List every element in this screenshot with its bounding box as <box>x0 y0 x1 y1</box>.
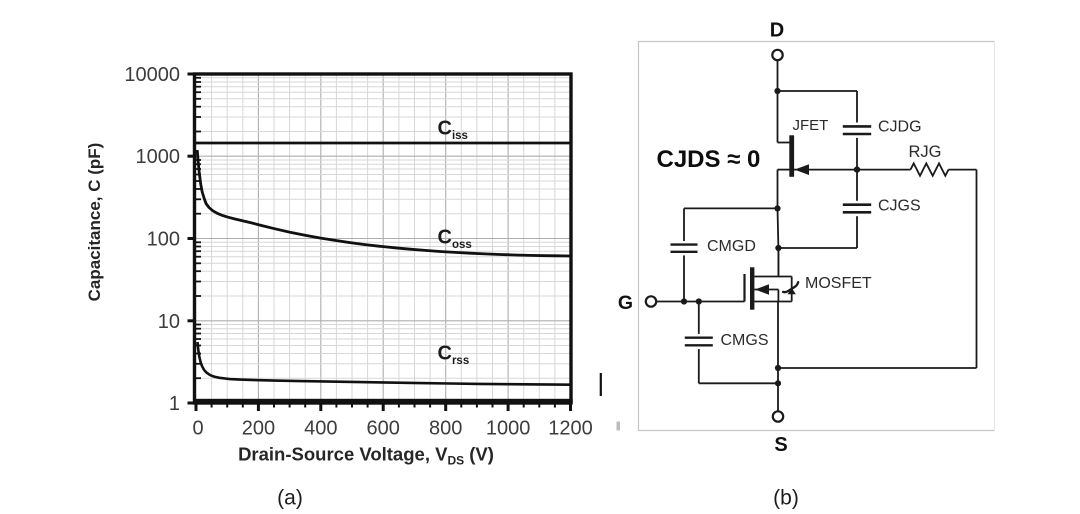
svg-text:(a): (a) <box>277 487 303 510</box>
svg-text:CJDS ≈ 0: CJDS ≈ 0 <box>657 146 761 173</box>
svg-text:MOSFET: MOSFET <box>805 275 872 292</box>
svg-text:CMGS: CMGS <box>721 332 769 349</box>
svg-text:600: 600 <box>367 418 400 440</box>
svg-text:RJG: RJG <box>909 143 942 161</box>
svg-text:S: S <box>774 434 787 456</box>
svg-text:1000: 1000 <box>486 418 531 440</box>
svg-text:100: 100 <box>147 229 180 251</box>
svg-text:Capacitance, C (pF): Capacitance, C (pF) <box>85 143 104 302</box>
svg-text:1: 1 <box>169 393 180 415</box>
svg-text:CMGD: CMGD <box>707 238 756 255</box>
svg-text:1200: 1200 <box>548 418 593 440</box>
svg-text:JFET: JFET <box>793 117 829 134</box>
svg-text:1000: 1000 <box>136 146 181 168</box>
svg-text:CJGS: CJGS <box>878 198 921 215</box>
svg-text:CJDG: CJDG <box>878 119 922 136</box>
svg-text:0: 0 <box>192 418 203 440</box>
svg-text:10: 10 <box>158 311 180 333</box>
svg-text:(b): (b) <box>773 487 799 510</box>
svg-text:800: 800 <box>429 418 462 440</box>
svg-text:200: 200 <box>242 418 275 440</box>
svg-text:400: 400 <box>304 418 337 440</box>
svg-text:D: D <box>770 20 784 42</box>
svg-text:10000: 10000 <box>124 64 180 86</box>
svg-text:G: G <box>618 292 633 314</box>
